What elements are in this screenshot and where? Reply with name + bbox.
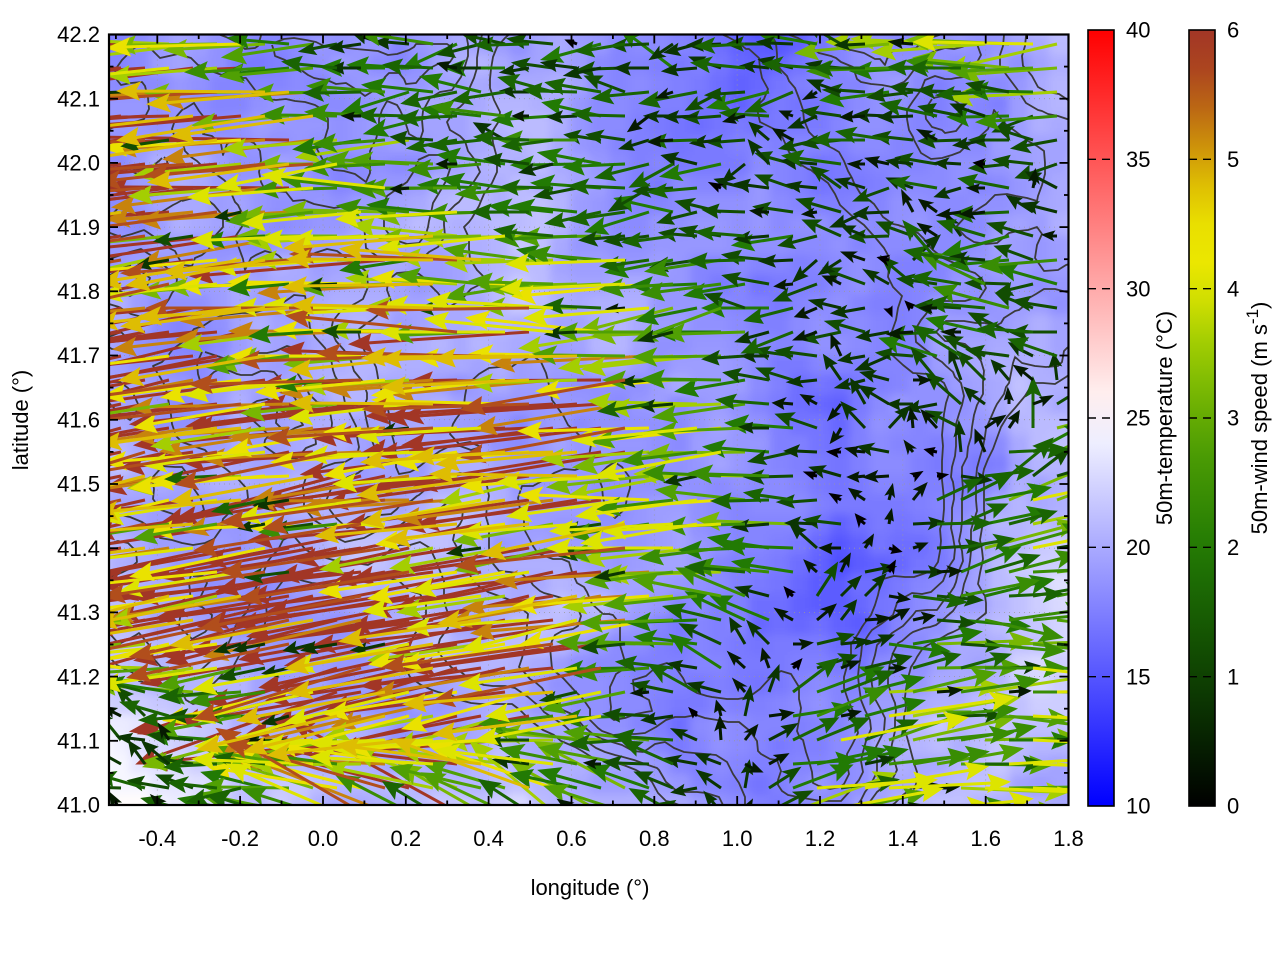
svg-text:25: 25 [1126, 406, 1150, 431]
svg-text:42.0: 42.0 [57, 151, 100, 176]
svg-text:50m-temperature (°C): 50m-temperature (°C) [1152, 311, 1177, 525]
svg-text:41.4: 41.4 [57, 536, 100, 561]
svg-text:longitude (°): longitude (°) [531, 875, 650, 900]
svg-text:-0.4: -0.4 [138, 826, 176, 851]
svg-text:1.2: 1.2 [805, 826, 836, 851]
svg-text:-0.2: -0.2 [221, 826, 259, 851]
svg-text:41.6: 41.6 [57, 407, 100, 432]
svg-text:0: 0 [1227, 794, 1239, 819]
svg-text:1.4: 1.4 [888, 826, 919, 851]
svg-text:30: 30 [1126, 276, 1150, 301]
svg-text:15: 15 [1126, 664, 1150, 689]
svg-text:2: 2 [1227, 535, 1239, 560]
svg-text:10: 10 [1126, 794, 1150, 819]
svg-text:41.2: 41.2 [57, 664, 100, 689]
svg-text:41.5: 41.5 [57, 472, 100, 497]
svg-text:20: 20 [1126, 535, 1150, 560]
svg-text:1.8: 1.8 [1053, 826, 1084, 851]
svg-text:0.2: 0.2 [391, 826, 422, 851]
svg-text:41.7: 41.7 [57, 343, 100, 368]
svg-text:41.9: 41.9 [57, 215, 100, 240]
svg-text:1: 1 [1227, 664, 1239, 689]
svg-text:5: 5 [1227, 147, 1239, 172]
svg-text:1.0: 1.0 [722, 826, 753, 851]
svg-text:0.8: 0.8 [639, 826, 670, 851]
svg-text:0.0: 0.0 [308, 826, 339, 851]
svg-text:latitude (°): latitude (°) [8, 370, 33, 471]
svg-text:6: 6 [1227, 18, 1239, 43]
svg-text:40: 40 [1126, 18, 1150, 43]
svg-text:42.2: 42.2 [57, 22, 100, 47]
svg-text:42.1: 42.1 [57, 86, 100, 111]
svg-text:0.6: 0.6 [556, 826, 587, 851]
svg-text:3: 3 [1227, 406, 1239, 431]
svg-text:35: 35 [1126, 147, 1150, 172]
svg-text:4: 4 [1227, 276, 1239, 301]
svg-text:1.6: 1.6 [970, 826, 1001, 851]
svg-text:41.0: 41.0 [57, 793, 100, 818]
svg-text:41.1: 41.1 [57, 729, 100, 754]
svg-text:0.4: 0.4 [473, 826, 504, 851]
svg-text:41.3: 41.3 [57, 600, 100, 625]
svg-text:41.8: 41.8 [57, 279, 100, 304]
svg-text:50m-wind speed (m s-1): 50m-wind speed (m s-1) [1243, 302, 1273, 535]
